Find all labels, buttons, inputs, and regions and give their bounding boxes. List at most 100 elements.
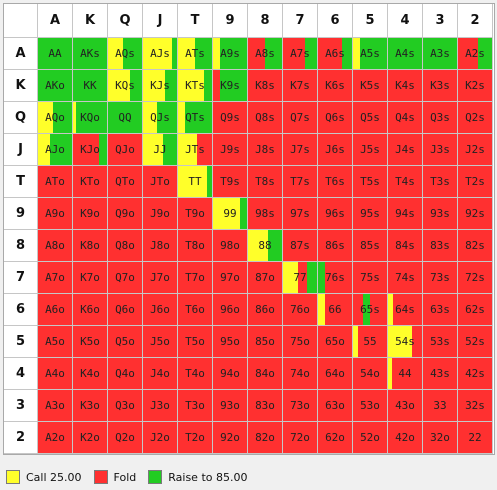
hand-cell-72s[interactable]: 72s (458, 262, 493, 294)
hand-cell-A3o[interactable]: A3o (38, 390, 73, 422)
hand-cell-QTo[interactable]: QTo (108, 166, 143, 198)
hand-cell-A9s[interactable]: A9s (213, 38, 248, 70)
hand-cell-Q2s[interactable]: Q2s (458, 102, 493, 134)
hand-cell-62o[interactable]: 62o (318, 422, 353, 454)
hand-cell-K3o[interactable]: K3o (73, 390, 108, 422)
hand-cell-T4s[interactable]: T4s (388, 166, 423, 198)
hand-cell-AJo[interactable]: AJo (38, 134, 73, 166)
hand-cell-T4o[interactable]: T4o (178, 358, 213, 390)
hand-cell-JTs[interactable]: JTs (178, 134, 213, 166)
hand-cell-Q6o[interactable]: Q6o (108, 294, 143, 326)
hand-cell-QJs[interactable]: QJs (143, 102, 178, 134)
hand-cell-K4s[interactable]: K4s (388, 70, 423, 102)
hand-cell-33[interactable]: 33 (423, 390, 458, 422)
hand-cell-42s[interactable]: 42s (458, 358, 493, 390)
hand-cell-Q9s[interactable]: Q9s (213, 102, 248, 134)
hand-cell-53s[interactable]: 53s (423, 326, 458, 358)
hand-cell-T9o[interactable]: T9o (178, 198, 213, 230)
hand-cell-ATo[interactable]: ATo (38, 166, 73, 198)
hand-cell-83o[interactable]: 83o (248, 390, 283, 422)
hand-cell-AKs[interactable]: AKs (73, 38, 108, 70)
hand-cell-A6o[interactable]: A6o (38, 294, 73, 326)
hand-cell-75s[interactable]: 75s (353, 262, 388, 294)
hand-cell-J7s[interactable]: J7s (283, 134, 318, 166)
hand-cell-73s[interactable]: 73s (423, 262, 458, 294)
hand-cell-Q7o[interactable]: Q7o (108, 262, 143, 294)
hand-cell-J5s[interactable]: J5s (353, 134, 388, 166)
hand-cell-T5o[interactable]: T5o (178, 326, 213, 358)
hand-cell-65o[interactable]: 65o (318, 326, 353, 358)
hand-cell-A4s[interactable]: A4s (388, 38, 423, 70)
hand-cell-A3s[interactable]: A3s (423, 38, 458, 70)
hand-cell-73o[interactable]: 73o (283, 390, 318, 422)
hand-cell-J7o[interactable]: J7o (143, 262, 178, 294)
hand-cell-Q3s[interactable]: Q3s (423, 102, 458, 134)
hand-cell-T8s[interactable]: T8s (248, 166, 283, 198)
hand-cell-94o[interactable]: 94o (213, 358, 248, 390)
hand-cell-72o[interactable]: 72o (283, 422, 318, 454)
hand-cell-Q8o[interactable]: Q8o (108, 230, 143, 262)
hand-cell-53o[interactable]: 53o (353, 390, 388, 422)
hand-cell-J9s[interactable]: J9s (213, 134, 248, 166)
hand-cell-52s[interactable]: 52s (458, 326, 493, 358)
hand-cell-62s[interactable]: 62s (458, 294, 493, 326)
hand-cell-65s[interactable]: 65s (353, 294, 388, 326)
hand-cell-J6o[interactable]: J6o (143, 294, 178, 326)
hand-cell-K9o[interactable]: K9o (73, 198, 108, 230)
hand-cell-Q4s[interactable]: Q4s (388, 102, 423, 134)
hand-cell-T2s[interactable]: T2s (458, 166, 493, 198)
hand-cell-J8o[interactable]: J8o (143, 230, 178, 262)
hand-cell-93o[interactable]: 93o (213, 390, 248, 422)
hand-cell-J4o[interactable]: J4o (143, 358, 178, 390)
hand-cell-98s[interactable]: 98s (248, 198, 283, 230)
hand-cell-95s[interactable]: 95s (353, 198, 388, 230)
hand-cell-A6s[interactable]: A6s (318, 38, 353, 70)
hand-cell-43o[interactable]: 43o (388, 390, 423, 422)
hand-cell-82o[interactable]: 82o (248, 422, 283, 454)
hand-cell-K8s[interactable]: K8s (248, 70, 283, 102)
hand-cell-KQs[interactable]: KQs (108, 70, 143, 102)
hand-cell-A5o[interactable]: A5o (38, 326, 73, 358)
hand-cell-AQs[interactable]: AQs (108, 38, 143, 70)
hand-cell-84o[interactable]: 84o (248, 358, 283, 390)
hand-cell-K3s[interactable]: K3s (423, 70, 458, 102)
hand-cell-99[interactable]: 99 (213, 198, 248, 230)
hand-cell-AQo[interactable]: AQo (38, 102, 73, 134)
hand-cell-J2o[interactable]: J2o (143, 422, 178, 454)
hand-cell-84s[interactable]: 84s (388, 230, 423, 262)
hand-cell-T3s[interactable]: T3s (423, 166, 458, 198)
hand-cell-75o[interactable]: 75o (283, 326, 318, 358)
hand-cell-K6o[interactable]: K6o (73, 294, 108, 326)
hand-cell-A7o[interactable]: A7o (38, 262, 73, 294)
hand-cell-JTo[interactable]: JTo (143, 166, 178, 198)
hand-cell-T8o[interactable]: T8o (178, 230, 213, 262)
hand-cell-T7s[interactable]: T7s (283, 166, 318, 198)
hand-cell-96s[interactable]: 96s (318, 198, 353, 230)
hand-cell-85o[interactable]: 85o (248, 326, 283, 358)
hand-cell-AKo[interactable]: AKo (38, 70, 73, 102)
hand-cell-J3s[interactable]: J3s (423, 134, 458, 166)
hand-cell-87s[interactable]: 87s (283, 230, 318, 262)
hand-cell-A8s[interactable]: A8s (248, 38, 283, 70)
hand-cell-T5s[interactable]: T5s (353, 166, 388, 198)
hand-cell-JJ[interactable]: JJ (143, 134, 178, 166)
hand-cell-KTo[interactable]: KTo (73, 166, 108, 198)
hand-cell-QJo[interactable]: QJo (108, 134, 143, 166)
hand-cell-T3o[interactable]: T3o (178, 390, 213, 422)
hand-cell-AA[interactable]: AA (38, 38, 73, 70)
hand-cell-83s[interactable]: 83s (423, 230, 458, 262)
hand-cell-44[interactable]: 44 (388, 358, 423, 390)
hand-cell-55[interactable]: 55 (353, 326, 388, 358)
hand-cell-Q3o[interactable]: Q3o (108, 390, 143, 422)
hand-cell-A9o[interactable]: A9o (38, 198, 73, 230)
hand-cell-95o[interactable]: 95o (213, 326, 248, 358)
hand-cell-KK[interactable]: KK (73, 70, 108, 102)
hand-cell-J5o[interactable]: J5o (143, 326, 178, 358)
hand-cell-93s[interactable]: 93s (423, 198, 458, 230)
hand-cell-98o[interactable]: 98o (213, 230, 248, 262)
hand-cell-K9s[interactable]: K9s (213, 70, 248, 102)
hand-cell-32s[interactable]: 32s (458, 390, 493, 422)
hand-cell-KJs[interactable]: KJs (143, 70, 178, 102)
hand-cell-Q6s[interactable]: Q6s (318, 102, 353, 134)
hand-cell-63s[interactable]: 63s (423, 294, 458, 326)
